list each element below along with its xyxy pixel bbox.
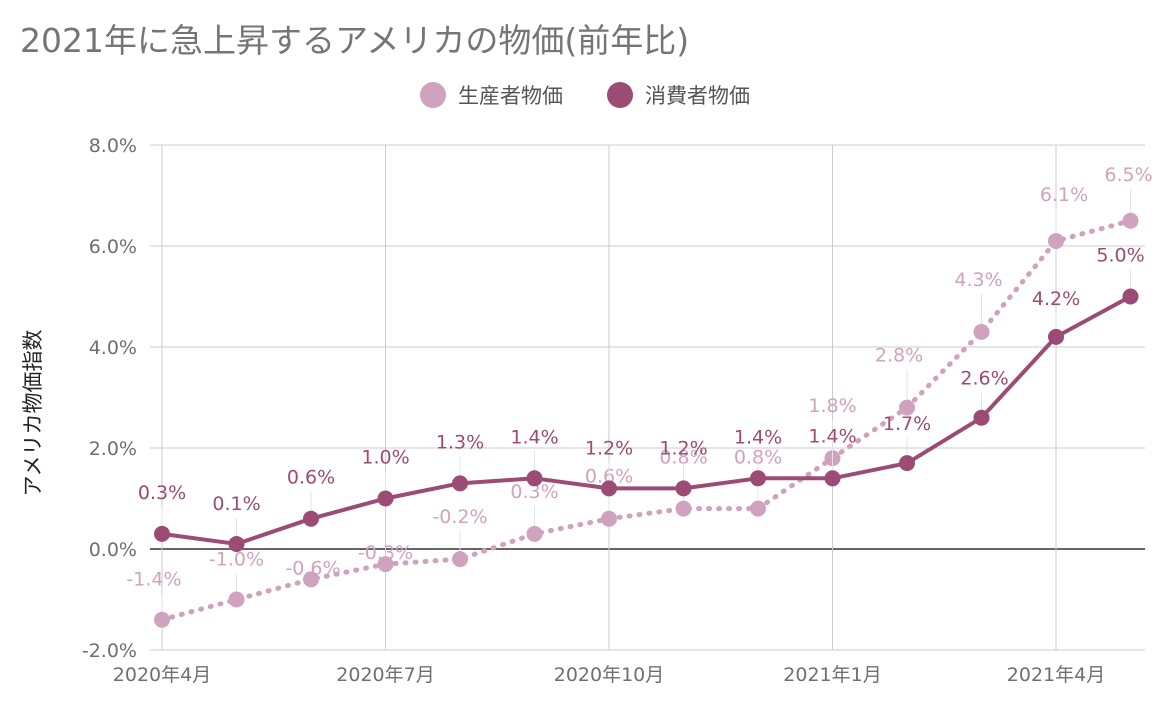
data-point-1 [824,470,841,487]
y-tick-label: 0.0% [89,539,137,561]
data-label-0: -0.3% [358,542,413,564]
data-point-1 [526,470,543,487]
legend-item-consumer[interactable]: 消費者物価 [607,80,750,110]
data-label-1: 1.2% [659,437,707,459]
x-tick-label: 2020年7月 [336,664,434,686]
chart-title: 2021年に急上昇するアメリカの物価(前年比) [20,21,690,60]
data-point-0 [526,525,543,542]
y-tick-label: -2.0% [82,640,137,662]
legend-label-consumer: 消費者物価 [645,84,750,108]
data-label-0: -0.2% [432,506,487,528]
data-point-0 [1122,212,1139,229]
data-label-0: 6.1% [1040,184,1088,206]
legend-item-producer[interactable]: 生産者物価 [420,80,563,110]
data-label-0: 4.3% [954,269,1002,291]
x-tick-label: 2020年4月 [113,664,211,686]
data-label-1: 0.1% [212,493,260,515]
data-point-0 [973,323,990,340]
data-point-1 [750,470,766,487]
data-label-0: -1.4% [126,569,181,591]
series-line-1 [160,294,1133,546]
data-point-0 [154,611,170,628]
data-label-0: 6.5% [1104,164,1152,186]
data-point-1 [601,480,617,497]
x-tick-label: 2020年10月 [554,664,665,686]
data-point-0 [601,510,617,527]
data-point-0 [452,551,468,568]
data-label-1: 1.7% [883,413,931,435]
y-tick-label: 2.0% [89,438,137,460]
data-label-1: 1.0% [361,447,409,469]
y-tick-label: 8.0% [89,135,137,157]
data-point-0 [1048,232,1064,249]
data-label-1: 0.3% [138,482,186,504]
data-label-1: 1.4% [808,425,856,447]
data-point-1 [228,535,245,552]
data-label-0: 1.8% [808,395,856,417]
data-point-1 [1122,288,1139,305]
data-point-0 [303,571,319,588]
data-label-0: -1.0% [209,549,264,571]
data-point-1 [973,409,990,426]
legend: 生産者物価 消費者物価 [0,80,1170,110]
data-label-1: 1.4% [510,426,558,448]
data-label-1: 0.6% [287,467,335,489]
data-point-0 [899,399,915,416]
y-tick-label: 4.0% [89,337,137,359]
data-label-0: 0.3% [510,481,558,503]
series-line-0 [159,218,1133,623]
data-point-0 [377,556,394,573]
data-point-1 [154,525,170,542]
data-point-1 [452,475,468,492]
data-label-1: 1.3% [436,431,484,453]
data-label-1: 1.4% [734,426,782,448]
legend-swatch-producer [420,82,446,108]
data-label-0: -0.6% [285,557,340,579]
y-tick-label: 6.0% [89,236,137,258]
data-label-0: 0.8% [659,447,707,469]
x-tick-label: 2021年1月 [783,664,881,686]
data-point-1 [303,510,319,527]
x-tick-label: 2021年4月 [1007,664,1105,686]
data-point-0 [228,591,245,608]
data-label-0: 2.8% [875,345,923,367]
data-label-1: 1.2% [585,437,633,459]
legend-label-producer: 生産者物価 [458,84,563,108]
data-label-1: 4.2% [1032,288,1080,310]
data-point-1 [377,490,394,507]
data-point-1 [675,480,692,497]
data-point-1 [899,455,915,472]
legend-swatch-consumer [607,82,633,108]
data-point-0 [750,500,766,517]
data-label-1: 2.6% [960,368,1008,390]
data-label-1: 5.0% [1096,245,1144,267]
data-point-0 [675,500,692,517]
data-point-1 [1048,328,1064,345]
